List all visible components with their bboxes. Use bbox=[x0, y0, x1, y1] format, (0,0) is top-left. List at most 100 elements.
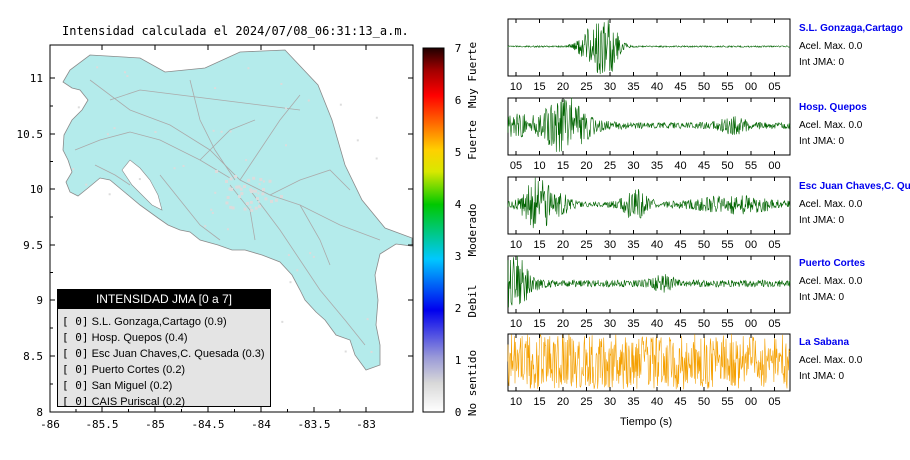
colorbar-tick-label: 4 bbox=[455, 198, 462, 211]
colorbar-class-label: Debil bbox=[466, 284, 479, 317]
costa-rica-land bbox=[62, 49, 413, 371]
time-tick-label: 45 bbox=[674, 239, 686, 251]
station-info: S.L. Gonzaga,Cartago Acel. Max. 0.0 Int JM… bbox=[799, 23, 910, 68]
legend-item-value: [ 0] bbox=[62, 379, 89, 392]
time-tick-label: 45 bbox=[698, 160, 710, 172]
lon-tick-label: -83.5 bbox=[297, 418, 330, 431]
station-int-jma: Int JMA: 0 bbox=[799, 215, 845, 226]
lon-tick-label: -85 bbox=[145, 418, 165, 431]
station-int-jma: Int JMA: 0 bbox=[799, 136, 845, 147]
colorbar-class-label: No sentido bbox=[466, 350, 479, 416]
time-tick-label: 45 bbox=[674, 81, 686, 93]
time-tick-label: 40 bbox=[674, 160, 686, 172]
time-tick-label: 15 bbox=[557, 160, 569, 172]
station-info: Puerto Cortes Acel. Max. 0.0 Int JMA: 0 bbox=[799, 258, 910, 303]
legend-rows: [ 0] S.L. Gonzaga,Cartago (0.9)[ 0] Hosp… bbox=[58, 309, 270, 410]
time-tick-label: 00 bbox=[745, 81, 757, 93]
legend-item-station: San Miguel (0.2) bbox=[91, 380, 173, 392]
colorbar-tick-label: 7 bbox=[455, 42, 462, 55]
road-network bbox=[74, 79, 381, 346]
time-tick-label: 10 bbox=[510, 81, 522, 93]
time-tick-label: 10 bbox=[510, 239, 522, 251]
time-tick-label: 10 bbox=[510, 318, 522, 330]
time-tick-label: 05 bbox=[510, 160, 522, 172]
waveform-trace: 10 15 20 25 30 35 40 45 50 55 00 05 bbox=[507, 176, 791, 251]
colorbar-gradient bbox=[422, 47, 445, 413]
time-tick-label: 30 bbox=[604, 396, 616, 408]
legend-item: [ 0] Esc Juan Chaves,C. Quesada (0.3) bbox=[58, 346, 270, 362]
time-tick-label: 40 bbox=[651, 396, 663, 408]
waveform-trace: 10 15 20 25 30 35 40 45 50 55 00 05 bbox=[507, 255, 791, 330]
time-tick-label: 25 bbox=[580, 81, 592, 93]
time-tick-label: 00 bbox=[768, 160, 780, 172]
time-axis-label: Tiempo (s) bbox=[620, 416, 673, 428]
colorbar-tick-label: 5 bbox=[455, 146, 462, 159]
time-tick-label: 30 bbox=[604, 239, 616, 251]
time-tick-label: 50 bbox=[698, 396, 710, 408]
time-tick-label: 15 bbox=[533, 239, 545, 251]
time-tick-label: 25 bbox=[580, 239, 592, 251]
station-name: S.L. Gonzaga,Cartago bbox=[799, 23, 903, 34]
time-tick-label: 15 bbox=[533, 396, 545, 408]
waveform-trace: 10 15 20 25 30 35 40 45 50 55 00 05 bbox=[507, 18, 791, 93]
colorbar-tick-label: 3 bbox=[455, 250, 462, 263]
map-title: Intensidad calculada el 2024/07/08_06:31… bbox=[62, 24, 409, 38]
time-tick-label: 20 bbox=[557, 318, 569, 330]
colorbar-ticks: 0 1 2 3 4 5 6 7 bbox=[455, 42, 462, 419]
waveform-line bbox=[507, 20, 791, 75]
waveform-trace: 05 10 15 20 25 30 35 40 45 50 55 00 bbox=[507, 97, 791, 172]
time-tick-label: 25 bbox=[604, 160, 616, 172]
lon-tick-label: -84.5 bbox=[191, 418, 224, 431]
station-info: Esc Juan Chaves,C. Qu Acel. Max. 0.0 Int J… bbox=[799, 181, 910, 226]
time-tick-label: 35 bbox=[627, 239, 639, 251]
lon-tick-label: -84 bbox=[251, 418, 271, 431]
legend-item: [ 0] S.L. Gonzaga,Cartago (0.9) bbox=[58, 314, 270, 330]
time-tick-label: 45 bbox=[674, 318, 686, 330]
station-name: Puerto Cortes bbox=[799, 258, 866, 269]
time-tick-label: 25 bbox=[580, 396, 592, 408]
station-name: La Sabana bbox=[799, 337, 850, 348]
time-tick-label: 35 bbox=[627, 396, 639, 408]
legend-item-value: [ 0] bbox=[62, 363, 89, 376]
waveform-line bbox=[507, 97, 791, 152]
station-info: La Sabana Acel. Max. 0.0 Int JMA: 0 bbox=[799, 337, 910, 382]
waveform-line bbox=[507, 334, 791, 390]
lat-tick-label: 11 bbox=[30, 72, 43, 85]
time-tick-label: 35 bbox=[627, 81, 639, 93]
time-tick-label: 05 bbox=[768, 239, 780, 251]
time-tick-label: 50 bbox=[698, 239, 710, 251]
time-tick-label: 50 bbox=[698, 81, 710, 93]
time-tick-label: 35 bbox=[651, 160, 663, 172]
time-tick-label: 15 bbox=[533, 81, 545, 93]
intensity-legend: INTENSIDAD JMA [0 a 7] [ 0] S.L. Gonzaga… bbox=[57, 289, 271, 410]
legend-item-station: S.L. Gonzaga,Cartago (0.9) bbox=[91, 316, 227, 328]
time-tick-label: 35 bbox=[627, 318, 639, 330]
nicoya-gulf bbox=[121, 159, 163, 211]
time-tick-label: 20 bbox=[580, 160, 592, 172]
waveform-line bbox=[507, 255, 791, 308]
time-tick-label: 05 bbox=[768, 318, 780, 330]
legend-item-station: Hosp. Quepos (0.4) bbox=[91, 332, 188, 344]
legend-item-value: [ 0] bbox=[62, 331, 89, 344]
time-tick-label: 30 bbox=[627, 160, 639, 172]
station-acel-max: Acel. Max. 0.0 bbox=[799, 199, 863, 210]
colorbar-class-label: Fuerte bbox=[466, 120, 479, 160]
lat-tick-label: 10 bbox=[30, 183, 43, 196]
time-tick-label: 50 bbox=[721, 160, 733, 172]
time-tick-label: 55 bbox=[721, 239, 733, 251]
colorbar-tick-label: 2 bbox=[455, 302, 462, 315]
colorbar-tick-label: 0 bbox=[455, 406, 462, 419]
lon-tick-label: -85.5 bbox=[85, 418, 118, 431]
time-tick-label: 30 bbox=[604, 318, 616, 330]
colorbar-class-label: Moderado bbox=[466, 204, 479, 257]
lat-tick-label: 8 bbox=[36, 406, 43, 419]
time-tick-label: 10 bbox=[533, 160, 545, 172]
legend-item-station: Esc Juan Chaves,C. Quesada (0.3) bbox=[91, 348, 265, 360]
lat-tick-label: 9.5 bbox=[23, 239, 43, 252]
lon-tick-label: -86 bbox=[40, 418, 60, 431]
legend-item: [ 0] Puerto Cortes (0.2) bbox=[58, 362, 270, 378]
time-tick-label: 20 bbox=[557, 81, 569, 93]
lat-tick-label: 9 bbox=[36, 294, 43, 307]
time-tick-label: 20 bbox=[557, 239, 569, 251]
